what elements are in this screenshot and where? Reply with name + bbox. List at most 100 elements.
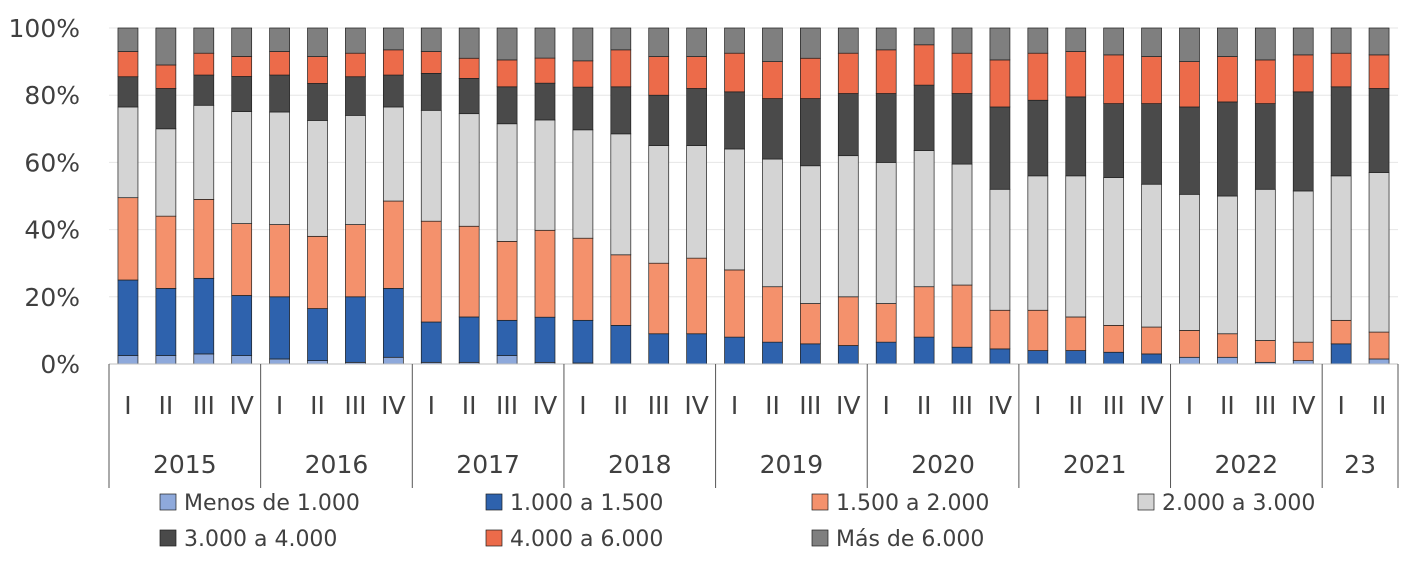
bar-segment [155, 355, 177, 365]
bar-segment [117, 197, 139, 281]
bar-segment [420, 27, 442, 52]
bar-segment [572, 27, 594, 62]
legend-label: 1.000 a 1.500 [510, 491, 663, 516]
bar-segment [989, 106, 1011, 190]
bar-segment [496, 123, 518, 242]
bar-segment [572, 129, 594, 239]
quarter-label: I [883, 391, 890, 420]
bar-segment [648, 56, 670, 96]
bar-segment [117, 76, 139, 108]
bar-segment [155, 27, 177, 66]
bar-segment [1103, 54, 1125, 104]
bar-segment [458, 27, 480, 59]
bar-segment [572, 60, 594, 88]
quarter-label: IV [533, 391, 557, 420]
bar-segment [496, 27, 518, 61]
quarter-label: III [496, 391, 518, 420]
bar-segment [1368, 358, 1390, 365]
bar-segment [951, 27, 973, 54]
bar-segment [231, 76, 253, 112]
bar-segment [193, 52, 215, 76]
bar-segment [1103, 177, 1125, 326]
bar-segment [913, 150, 935, 288]
bar-segment [724, 91, 745, 150]
bar-segment [1103, 103, 1125, 178]
bar-segment [913, 27, 935, 46]
bar-segment [1330, 343, 1352, 365]
legend-label: 4.000 a 6.000 [510, 527, 663, 552]
bar-segment [1065, 316, 1087, 351]
bar-segment [269, 296, 290, 360]
year-label: 2020 [911, 450, 975, 479]
bar-segment [913, 286, 935, 338]
bar-segment [458, 316, 480, 363]
y-tick-label: 20% [24, 283, 80, 312]
bar-segment [648, 262, 670, 335]
bar-segment [1179, 330, 1200, 358]
bar-segment [1368, 27, 1390, 56]
bar-segment [837, 52, 859, 94]
quarter-label: IV [1139, 391, 1163, 420]
bar-segment [345, 296, 366, 363]
bar-segment [837, 345, 859, 365]
bar-segment [800, 303, 821, 345]
bar-segment [345, 224, 366, 298]
legend-swatch [159, 529, 177, 547]
bar-segment [117, 106, 139, 199]
bar-segment [572, 319, 594, 364]
y-tick-label: 80% [24, 81, 80, 110]
bar-segment [420, 51, 442, 74]
legend-swatch [485, 493, 503, 511]
y-tick-label: 0% [40, 350, 80, 379]
bar-segment [951, 93, 973, 165]
bar-segment [269, 358, 290, 365]
bar-segment [762, 286, 783, 343]
quarter-label: I [579, 391, 586, 420]
bar-segment [382, 200, 404, 289]
bar-segment [875, 93, 897, 163]
bar-segment [1217, 56, 1238, 103]
legend-swatch [811, 529, 829, 547]
bar-segment [193, 353, 215, 365]
bar-segment [1027, 27, 1049, 54]
bar-segment [345, 52, 366, 78]
bar-segment [193, 277, 215, 355]
bar-segment [610, 325, 632, 365]
legend-swatch [1137, 493, 1155, 511]
bar-segment [989, 309, 1011, 350]
bar-segment [155, 128, 177, 217]
bar-segment [913, 84, 935, 151]
bar-segment [155, 64, 177, 89]
bar-segment [724, 27, 745, 54]
bar-segment [762, 98, 783, 160]
bars [117, 27, 1390, 365]
quarter-label: II [1068, 391, 1083, 420]
bar-segment [420, 73, 442, 111]
year-label: 2019 [760, 450, 824, 479]
bar-segment [686, 56, 707, 89]
bar-segment [496, 86, 518, 125]
bar-segment [1292, 341, 1314, 361]
bar-segment [458, 57, 480, 79]
bar-segment [1141, 183, 1162, 328]
bar-segment [382, 27, 404, 51]
bar-segment [382, 106, 404, 202]
bar-segment [913, 44, 935, 86]
bar-segment [610, 27, 632, 51]
bar-segment [1217, 333, 1238, 358]
bar-segment [496, 59, 518, 88]
quarter-label: I [731, 391, 738, 420]
year-label: 2016 [305, 450, 369, 479]
bar-segment [155, 88, 177, 130]
bar-segment [382, 288, 404, 358]
bar-segment [800, 27, 821, 59]
legend-swatch [811, 493, 829, 511]
bar-segment [193, 74, 215, 106]
bar-segment [913, 336, 935, 365]
bar-segment [193, 27, 215, 54]
bar-segment [686, 333, 707, 365]
bar-segment [307, 308, 328, 361]
bar-segment [1065, 96, 1087, 177]
bar-segment [155, 215, 177, 289]
bar-segment [610, 254, 632, 326]
